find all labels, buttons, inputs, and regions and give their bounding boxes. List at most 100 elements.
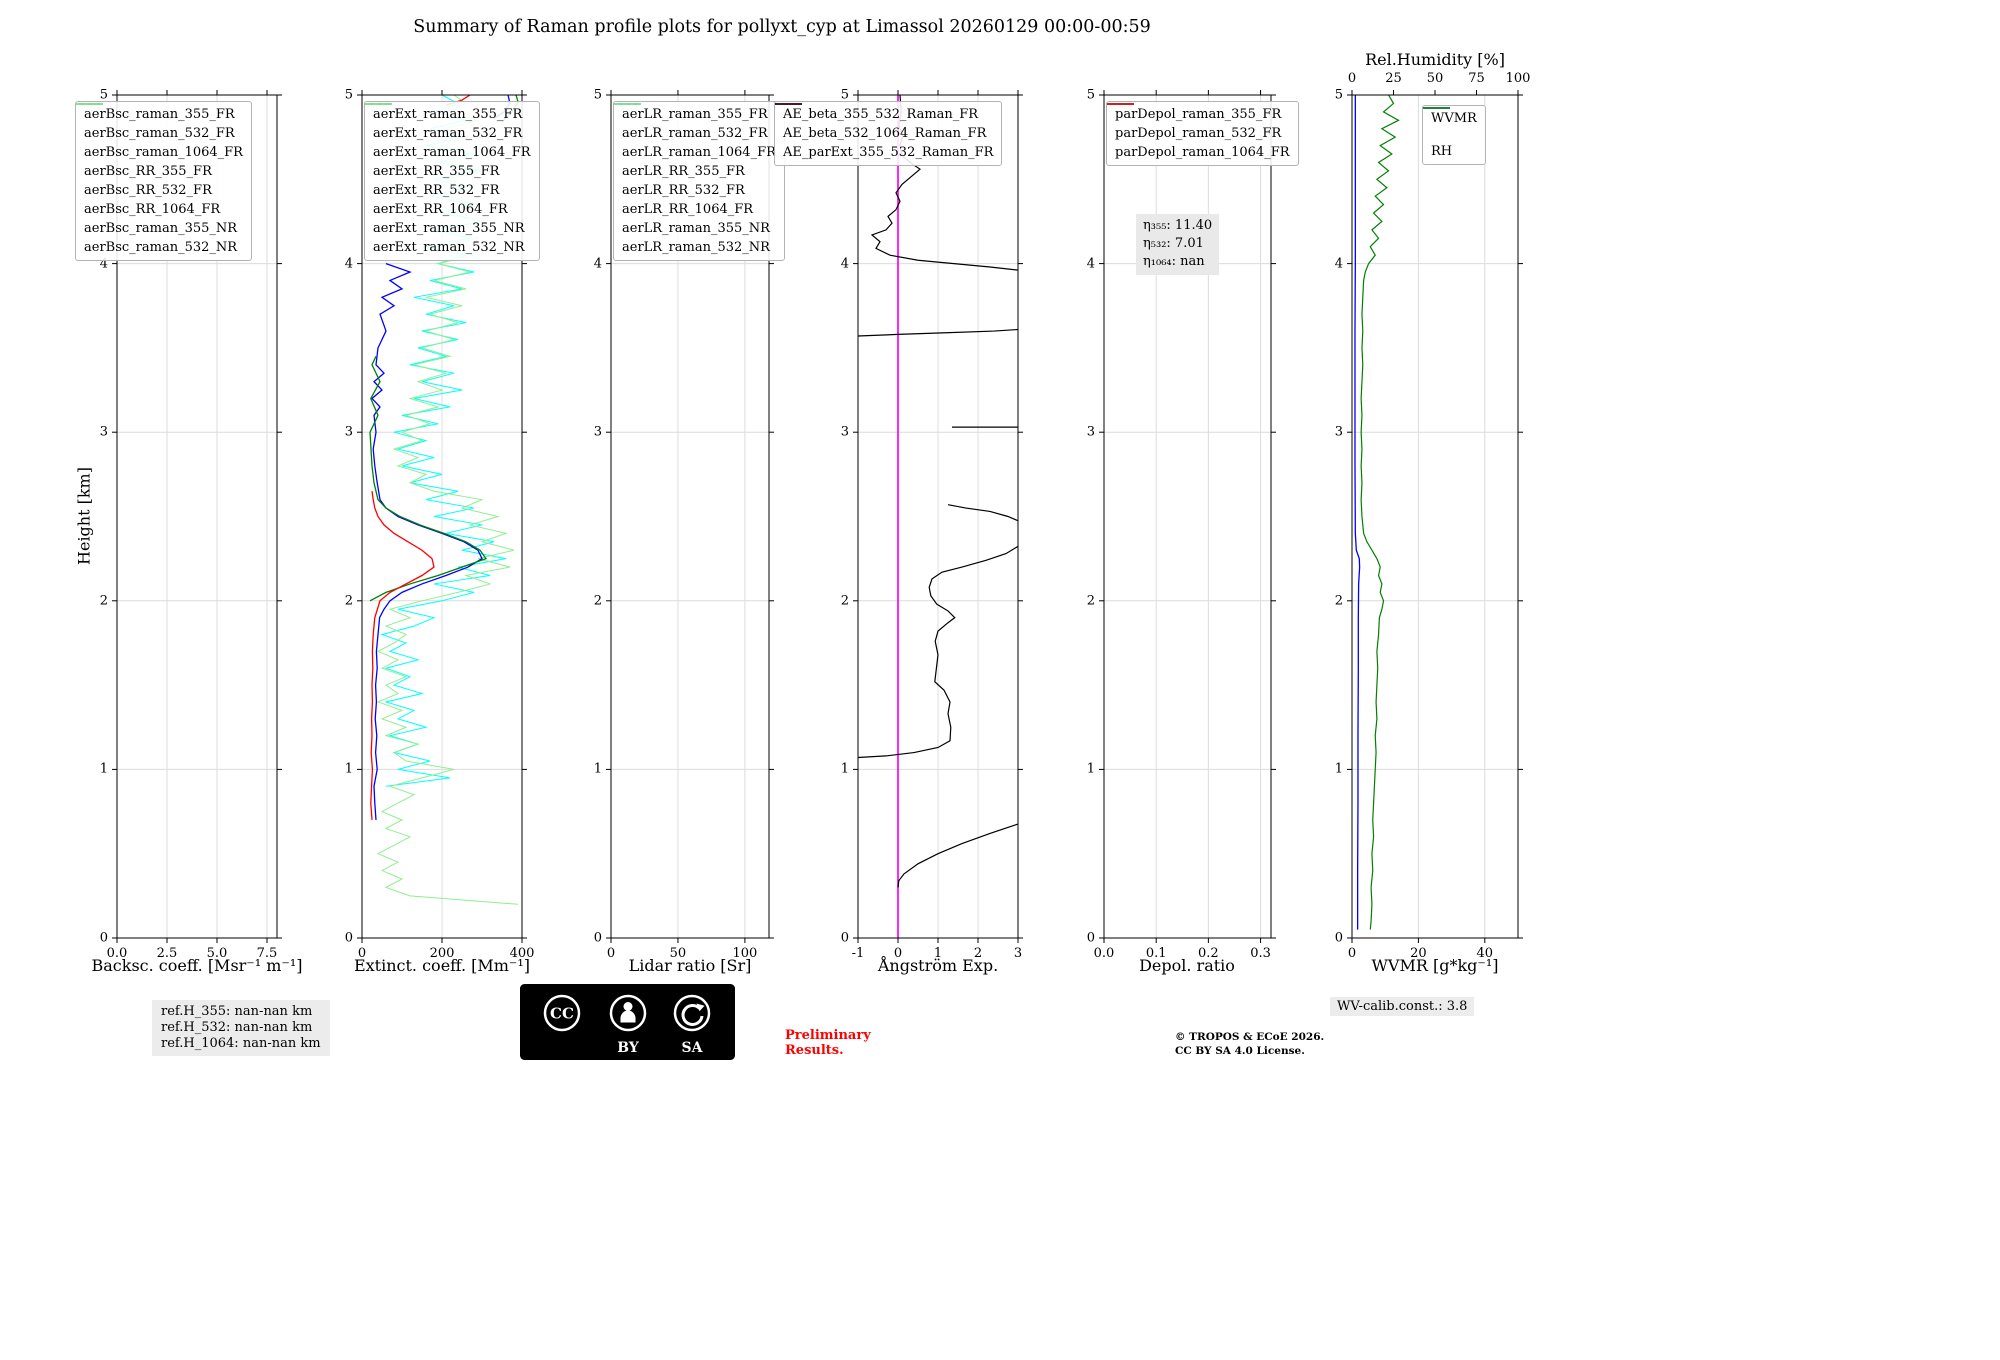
eta-1064-value: η₁₀₆₄: nan [1143, 254, 1205, 270]
legend-line-sample [76, 103, 103, 105]
x-tick-label: 0.1 [1145, 946, 1167, 961]
legend-item: WVMR [1423, 107, 1477, 126]
legend-item: aerExt_RR_1064_FR [365, 103, 531, 217]
preliminary-line-2: Results. [785, 1043, 844, 1059]
y-tick-label: 1 [344, 761, 353, 777]
xlabel-rel-humidity: Rel.Humidity [%] [1365, 50, 1505, 69]
legend-line-sample [775, 103, 802, 105]
plot-wvmr [1347, 90, 1523, 943]
x-tick-label: 0 [606, 946, 616, 961]
legend-item: aerLR_raman_532_NR [614, 103, 776, 255]
legend-item: aerExt_raman_355_FR [365, 103, 531, 122]
legend-label: aerBsc_RR_1064_FR [84, 202, 221, 217]
legend-item: aerBsc_RR_355_FR [76, 103, 243, 179]
y-tick-label: 4 [1334, 256, 1343, 272]
by-person-icon [609, 994, 647, 1032]
eta-355-value: η₃₅₅: 11.40 [1143, 218, 1213, 233]
y-tick-label: 2 [1086, 593, 1095, 609]
series-RH [1360, 95, 1400, 930]
y-tick-label: 5 [99, 87, 108, 103]
legend-label: aerLR_RR_1064_FR [622, 202, 754, 217]
x-tick-label: 2 [973, 946, 983, 961]
y-tick-label: 0 [1086, 930, 1095, 946]
y-tick-label: 0 [840, 930, 849, 946]
y-tick-label: 1 [99, 761, 108, 777]
y-axis-label: Height [km] [74, 467, 94, 565]
legend-label: aerBsc_raman_532_FR [84, 126, 235, 141]
x-tick-label: 2.5 [156, 946, 178, 961]
y-tick-label: 1 [1086, 761, 1095, 777]
panel-backscatter: 0.0 2.5 5.0 7.5 0 1 2 3 4 5 aerBsc_raman_355_FR aer… [75, 85, 287, 961]
y-tick-label: 4 [1086, 256, 1095, 272]
legend-item: aerBsc_RR_532_FR [76, 103, 243, 198]
y-tick-label: 4 [344, 256, 353, 272]
legend-label: parDepol_raman_355_FR [1115, 107, 1282, 122]
x-tick-label-top: 75 [1468, 71, 1485, 86]
legend-line-sample [365, 103, 392, 105]
y-tick-label: 1 [1334, 761, 1343, 777]
panel-angstrom: -1 0 1 2 3 0 1 2 3 4 5 AE_beta_355_532_Raman_FR AE_b… [774, 85, 1028, 961]
x-tick-label: 0 [893, 946, 903, 961]
preliminary-results-note: Preliminary Results. [785, 1028, 871, 1059]
legend-item: aerExt_raman_355_NR [365, 103, 531, 236]
legend-item: RH [1423, 107, 1477, 159]
xlabel-angstrom: Ångström Exp. [877, 956, 999, 975]
legend-item: aerExt_raman_1064_FR [365, 103, 531, 160]
ref-h-532: ref.H_532: nan-nan km [161, 1019, 313, 1035]
xlabel-extinction: Extinct. coeff. [Mm⁻¹] [353, 956, 531, 975]
x-tick-label: 5.0 [206, 946, 228, 961]
legend-label: parDepol_raman_1064_FR [1115, 145, 1290, 160]
legend-label: aerExt_RR_355_FR [373, 164, 500, 179]
x-tick-label: 1 [933, 946, 943, 961]
x-tick-label: 0.2 [1198, 946, 1219, 961]
x-tick-label-top: 100 [1505, 71, 1531, 86]
copyright-note: © TROPOS & ECoE 2026. CC BY SA 4.0 Licen… [1175, 1031, 1324, 1058]
axes-frame [116, 94, 278, 939]
legend-item: aerLR_raman_532_FR [614, 103, 776, 141]
plot-depol [1099, 90, 1276, 943]
legend-extinction: aerExt_raman_355_FR aerExt_raman_532_FR ae… [364, 101, 540, 261]
legend-label: aerLR_RR_532_FR [622, 183, 745, 198]
cc-logo-text: CC [550, 1005, 574, 1023]
legend-label: aerLR_raman_532_NR [622, 240, 770, 255]
legend-label: aerExt_raman_355_FR [373, 107, 523, 122]
y-tick-label: 2 [99, 593, 108, 609]
x-tick-label: 0.3 [1250, 946, 1271, 961]
y-tick-label: 2 [593, 593, 602, 609]
legend-label: WVMR [1431, 111, 1477, 126]
y-tick-label: 5 [344, 87, 353, 103]
ref-h-1064: ref.H_1064: nan-nan km [161, 1035, 321, 1051]
xlabel-lidar-ratio: Lidar ratio [Sr] [628, 956, 752, 975]
y-tick-label: 3 [593, 424, 602, 440]
series-aerExt_raman_355_FR [371, 262, 483, 821]
xlabel-backscatter: Backsc. coeff. [Msr⁻¹ m⁻¹] [91, 956, 303, 975]
x-tick-label: 0 [1347, 946, 1357, 961]
series-AE_parExt_seg1 [897, 823, 1018, 888]
figure-title: Summary of Raman profile plots for polly… [413, 17, 1151, 37]
x-tick-label: 0.0 [1093, 946, 1115, 961]
legend-item: aerBsc_raman_532_FR [76, 103, 243, 141]
copyright-line-2: CC BY SA 4.0 License. [1175, 1044, 1305, 1057]
legend-item: aerLR_RR_1064_FR [614, 103, 776, 217]
y-tick-label: 0 [99, 930, 108, 946]
legend-label: aerLR_raman_1064_FR [622, 145, 776, 160]
legend-backscatter: aerBsc_raman_355_FR aerBsc_raman_532_FR ae… [75, 101, 252, 261]
x-tick-label: 0.0 [106, 946, 128, 961]
legend-item: aerLR_raman_355_NR [614, 103, 776, 236]
preliminary-line-1: Preliminary [785, 1028, 871, 1043]
legend-item: aerExt_raman_532_FR [365, 103, 531, 141]
legend-item: aerBsc_raman_1064_FR [76, 103, 243, 160]
cc-by-sa-badge: CC BY SA [520, 984, 735, 1060]
legend-line-sample [1423, 107, 1450, 109]
x-tick-label: 50 [669, 946, 687, 961]
x-tick-label: 100 [732, 946, 758, 961]
legend-item: aerExt_RR_532_FR [365, 103, 531, 198]
panel-extinction: 0 200 400 0 1 2 3 4 5 aerExt_raman_355_FR aerExt_r… [345, 85, 540, 961]
y-tick-label: 3 [840, 424, 849, 440]
legend-depol: parDepol_raman_355_FR parDepol_raman_532_… [1106, 101, 1299, 166]
legend-item: AE_beta_532_1064_Raman_FR [775, 103, 993, 141]
y-tick-label: 0 [344, 930, 353, 946]
by-label: BY [617, 1040, 640, 1056]
x-tick-label-top: 25 [1385, 71, 1402, 86]
